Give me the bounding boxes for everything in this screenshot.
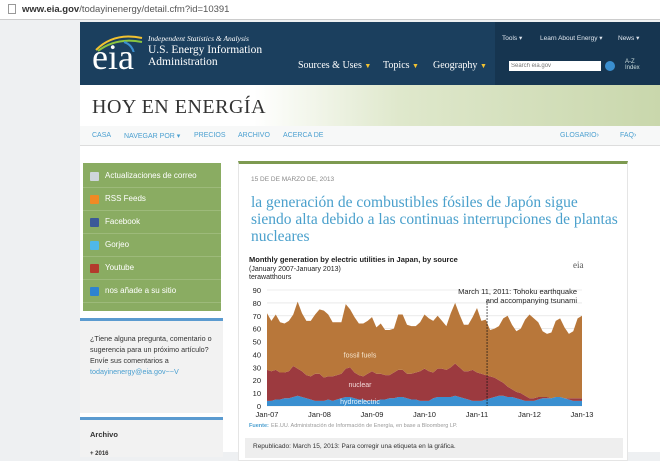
tagline: Independent Statistics & Analysis bbox=[148, 34, 249, 43]
y-tick-label: 20 bbox=[253, 376, 261, 385]
subnav-casa[interactable]: CASA bbox=[92, 132, 112, 139]
y-tick-label: 50 bbox=[253, 338, 261, 347]
sidebar-item-label: RSS Feeds bbox=[105, 194, 146, 203]
sidebar-item-label: Gorjeo bbox=[105, 240, 130, 249]
subnav-archivo[interactable]: ARCHIVO bbox=[238, 132, 270, 139]
archive-box: Archivo + 2016 bbox=[80, 417, 223, 457]
source-text: EE.UU. Administración de Información de … bbox=[271, 423, 458, 429]
header-utility bbox=[495, 22, 660, 85]
sidebar-item-rss[interactable]: RSS Feeds bbox=[83, 188, 221, 211]
sidebar-item-label: Youtube bbox=[105, 263, 135, 272]
chart-logo: eia bbox=[573, 260, 584, 270]
area-fossil-fuels bbox=[267, 301, 582, 399]
annotation-line1: March 11, 2011: Tohoku earthquake bbox=[458, 287, 577, 296]
email-icon bbox=[90, 172, 99, 181]
url-host: www.eia.gov bbox=[22, 4, 80, 15]
y-tick-label: 40 bbox=[253, 350, 261, 359]
annotation-line2: and accompanying tsunami bbox=[486, 296, 578, 305]
page: eia Independent Statistics & Analysis U.… bbox=[80, 22, 660, 461]
subnav bbox=[80, 126, 660, 146]
y-tick-label: 70 bbox=[253, 312, 261, 321]
sidebar-item-twitter[interactable]: Gorjeo bbox=[83, 234, 221, 257]
url-path: /todayinenergy/detail.cfm?id=10391 bbox=[79, 4, 230, 15]
sidebar-item-label: Actualizaciones de correo bbox=[105, 171, 197, 180]
x-tick-label: Jan-10 bbox=[413, 410, 436, 419]
label-nuclear: nuclear bbox=[349, 382, 373, 389]
y-tick-label: 80 bbox=[253, 299, 261, 308]
source-label: Fuente: bbox=[249, 423, 269, 429]
nav-topics[interactable]: Topics ▼ bbox=[383, 60, 419, 71]
chart-title: Monthly generation by electric utilities… bbox=[249, 255, 458, 264]
x-tick-label: Jan-07 bbox=[256, 410, 279, 419]
search-button[interactable] bbox=[605, 61, 615, 71]
chevron-down-icon: ▼ bbox=[479, 62, 487, 70]
x-tick-label: Jan-11 bbox=[466, 410, 488, 419]
nav-sources-uses[interactable]: Sources & Uses ▼ bbox=[298, 60, 371, 71]
nav-label: Topics bbox=[383, 60, 410, 71]
top-link-learn[interactable]: Learn About Energy ▾ bbox=[540, 35, 603, 42]
y-tick-label: 60 bbox=[253, 325, 261, 334]
sidebar-item-email[interactable]: Actualizaciones de correo bbox=[83, 165, 221, 188]
generation-chart: Monthly generation by electric utilities… bbox=[249, 255, 594, 429]
eia-logo[interactable]: eia bbox=[92, 37, 134, 77]
nav-label: Sources & Uses bbox=[298, 60, 362, 71]
email-link[interactable]: todayinenergy@eia.gov~~V bbox=[90, 367, 179, 376]
label-hydroelectric: hydroelectric bbox=[340, 399, 380, 406]
top-link-tools[interactable]: Tools ▾ bbox=[502, 35, 523, 42]
sidebar-item-facebook[interactable]: Facebook bbox=[83, 211, 221, 234]
org-name: U.S. Energy Information Administration bbox=[148, 44, 262, 68]
page-icon bbox=[8, 4, 16, 14]
subnav-acerca[interactable]: ACERCA DE bbox=[283, 132, 324, 139]
top-link-news[interactable]: News ▾ bbox=[618, 35, 640, 42]
logo-swoosh-icon bbox=[95, 35, 143, 52]
nav-label: Geography bbox=[433, 60, 478, 71]
archive-title: Archivo bbox=[90, 430, 118, 439]
y-tick-label: 0 bbox=[257, 402, 261, 411]
twitter-icon bbox=[90, 241, 99, 250]
article: 15 DE DE MARZO DE, 2013 la generación de… bbox=[238, 161, 628, 461]
org-line1: U.S. Energy Information bbox=[148, 44, 263, 56]
chevron-down-icon: ▼ bbox=[364, 62, 372, 70]
subnav-precios[interactable]: PRECIOS bbox=[194, 132, 226, 139]
subnav-glosario[interactable]: GLOSARIO› bbox=[560, 132, 599, 139]
sidebar-item-plus[interactable]: nos añade a su sitio bbox=[83, 280, 221, 303]
social-links: Actualizaciones de correo RSS Feeds Facebo… bbox=[83, 163, 221, 311]
site-header: eia Independent Statistics & Analysis U.… bbox=[80, 22, 660, 85]
subnav-faq[interactable]: FAQ› bbox=[620, 132, 637, 139]
area-nuclear bbox=[267, 363, 582, 401]
plus-icon bbox=[90, 287, 99, 296]
chart-subtitle: (January 2007-January 2013) bbox=[249, 266, 341, 273]
article-title: la generación de combustibles fósiles de… bbox=[251, 194, 618, 245]
x-tick-label: Jan-08 bbox=[308, 410, 331, 419]
subnav-navegar[interactable]: NAVEGAR POR ▾ bbox=[124, 133, 181, 140]
question-box: ¿Tiene alguna pregunta, comentario o sug… bbox=[80, 318, 223, 413]
y-axis-label: terawatthours bbox=[249, 274, 292, 281]
y-tick-label: 90 bbox=[253, 286, 261, 295]
youtube-icon bbox=[90, 264, 99, 273]
question-text: ¿Tiene alguna pregunta, comentario o sug… bbox=[90, 334, 212, 365]
x-tick-label: Jan-13 bbox=[571, 410, 594, 419]
rss-icon bbox=[90, 195, 99, 204]
sidebar-item-label: Facebook bbox=[105, 217, 141, 226]
chevron-down-icon: ▼ bbox=[412, 62, 419, 70]
address-bar[interactable]: www.eia.gov/todayinenergy/detail.cfm?id=… bbox=[0, 0, 660, 20]
banner-title: HOY EN ENERGÍA bbox=[92, 96, 267, 118]
nav-geography[interactable]: Geography ▼ bbox=[433, 60, 487, 71]
banner bbox=[80, 85, 660, 126]
x-tick-label: Jan-09 bbox=[361, 410, 384, 419]
x-tick-label: Jan-12 bbox=[518, 410, 541, 419]
org-line2: Administration bbox=[148, 56, 218, 68]
republished-note: Republicado: March 15, 2013: Para correg… bbox=[245, 438, 623, 458]
label-fossil-fuels: fossil fuels bbox=[344, 352, 377, 359]
facebook-icon bbox=[90, 218, 99, 227]
sidebar-item-youtube[interactable]: Youtube bbox=[83, 257, 221, 280]
sidebar-item-label: nos añade a su sitio bbox=[105, 286, 177, 295]
az-index-link[interactable]: A-Z Index bbox=[625, 59, 640, 71]
y-tick-label: 10 bbox=[253, 389, 261, 398]
article-date: 15 DE DE MARZO DE, 2013 bbox=[251, 176, 335, 183]
y-tick-label: 30 bbox=[253, 363, 261, 372]
search-input[interactable] bbox=[509, 61, 601, 71]
